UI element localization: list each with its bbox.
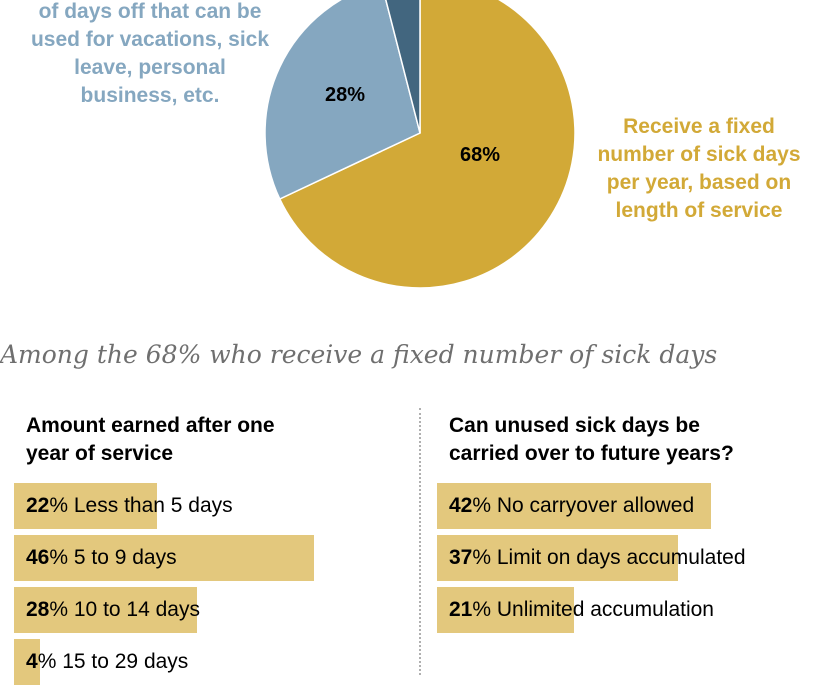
panel-divider bbox=[419, 408, 421, 675]
left-bar-category: 10 to 14 days bbox=[68, 598, 200, 621]
left-bar-row: 4% 15 to 29 days bbox=[14, 639, 314, 685]
right-panel-title-line-1: Can unused sick days be bbox=[449, 414, 700, 437]
pie-slice-other bbox=[385, 0, 421, 134]
right-bar-row: 37% Limit on days accumulated bbox=[437, 535, 746, 581]
left-bar-value: 22 bbox=[26, 494, 50, 517]
pie-label-pooled-line-4: business, etc. bbox=[80, 84, 220, 107]
right-bar-row: 42% No carryover allowed bbox=[437, 483, 711, 529]
right-panel-title: Can unused sick days be carried over to … bbox=[449, 412, 734, 468]
left-bar bbox=[14, 535, 314, 581]
left-bar-value: 28 bbox=[26, 598, 50, 621]
right-bar-row: 21% Unlimited accumulation bbox=[437, 587, 714, 633]
left-bar-row: 22% Less than 5 days bbox=[14, 483, 314, 529]
left-bar-category: Less than 5 days bbox=[68, 494, 233, 517]
left-bar-label: 46% 5 to 9 days bbox=[26, 535, 177, 581]
right-bar-value: 42 bbox=[449, 494, 473, 517]
pie-label-pooled-line-1: of days off that can be bbox=[38, 0, 262, 23]
left-bar-category: 5 to 9 days bbox=[68, 546, 177, 569]
right-bar-percent-sign: % bbox=[472, 598, 492, 621]
left-bar bbox=[14, 587, 197, 633]
pie-label-fixed-line-4: length of service bbox=[615, 199, 783, 222]
left-bar-label: 28% 10 to 14 days bbox=[26, 587, 200, 633]
pie-label-fixed-line-3: per year, based on bbox=[606, 171, 792, 194]
pie-value-68: 68% bbox=[460, 144, 501, 166]
right-bar-category: Unlimited accumulation bbox=[491, 598, 714, 621]
right-bar-percent-sign: % bbox=[472, 546, 492, 569]
right-panel-title-line-2: carried over to future years? bbox=[449, 442, 734, 465]
left-bar-label: 4% 15 to 29 days bbox=[26, 639, 188, 685]
left-bar-row: 46% 5 to 9 days bbox=[14, 535, 314, 581]
pie-label-fixed-line-1: Receive a fixed bbox=[623, 115, 775, 138]
right-bar bbox=[437, 483, 711, 529]
left-bar-percent-sign: % bbox=[49, 494, 69, 517]
pie-label-pooled: of days off that can be used for vacatio… bbox=[0, 0, 300, 110]
pie-label-pooled-line-2: used for vacations, sick bbox=[30, 28, 270, 51]
left-bar bbox=[14, 483, 158, 529]
left-bar-row: 28% 10 to 14 days bbox=[14, 587, 314, 633]
left-bar-value: 4 bbox=[26, 650, 38, 673]
pie-label-fixed: Receive a fixed number of sick days per … bbox=[584, 113, 814, 225]
right-bar bbox=[437, 587, 574, 633]
left-bar-category: 15 to 29 days bbox=[56, 650, 189, 673]
right-bar-category: Limit on days accumulated bbox=[491, 546, 746, 569]
subhead: Among the 68% who receive a fixed number… bbox=[0, 340, 718, 369]
left-bar-percent-sign: % bbox=[49, 598, 69, 621]
left-panel-title-line-1: Amount earned after one bbox=[26, 414, 275, 437]
right-bar-percent-sign: % bbox=[472, 494, 492, 517]
right-bar-label: 42% No carryover allowed bbox=[449, 483, 694, 529]
right-bar-category: No carryover allowed bbox=[491, 494, 695, 517]
left-panel-title: Amount earned after one year of service bbox=[26, 412, 275, 468]
left-bar-percent-sign: % bbox=[49, 546, 69, 569]
pie-slice-pooled-days-off bbox=[264, 0, 421, 200]
right-bar bbox=[437, 535, 679, 581]
right-bar-value: 21 bbox=[449, 598, 473, 621]
pie-slice-fixed-sick-days bbox=[278, 0, 576, 289]
left-panel-title-line-2: year of service bbox=[26, 442, 174, 465]
right-bar-label: 37% Limit on days accumulated bbox=[449, 535, 746, 581]
left-bar-label: 22% Less than 5 days bbox=[26, 483, 233, 529]
right-bar-label: 21% Unlimited accumulation bbox=[449, 587, 714, 633]
left-bar-percent-sign: % bbox=[37, 650, 57, 673]
right-bar-value: 37 bbox=[449, 546, 473, 569]
left-bar-value: 46 bbox=[26, 546, 50, 569]
pie-label-fixed-line-2: number of sick days bbox=[597, 143, 801, 166]
pie-value-28: 28% bbox=[325, 84, 366, 106]
pie-label-pooled-line-3: leave, personal bbox=[74, 56, 226, 79]
